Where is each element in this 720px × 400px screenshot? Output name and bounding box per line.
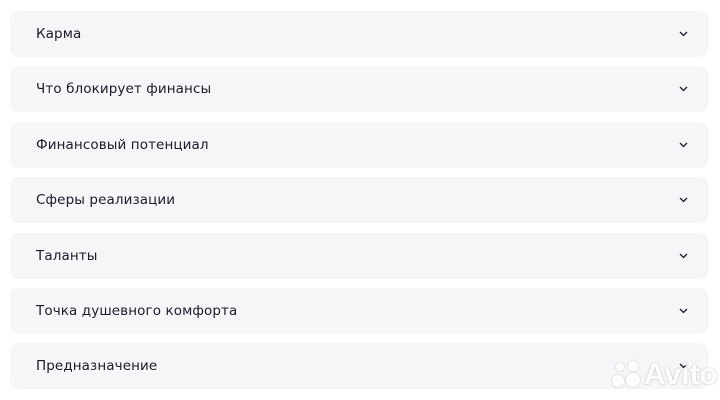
chevron-down-icon	[678, 84, 688, 94]
accordion-item-finance-potential[interactable]: Финансовый потенциал	[10, 121, 708, 168]
accordion-item-label: Точка душевного комфорта	[36, 302, 238, 319]
accordion-item-spheres[interactable]: Сферы реализации	[10, 177, 708, 224]
watermark-text: Avito	[644, 358, 718, 391]
accordion-list: Карма Что блокирует финансы Финансовый п…	[10, 11, 708, 399]
accordion-item-label: Финансовый потенциал	[36, 136, 209, 153]
accordion-item-label: Что блокирует финансы	[36, 81, 212, 98]
accordion-item-purpose[interactable]: Предназначение	[10, 343, 708, 390]
accordion-item-label: Сферы реализации	[36, 192, 176, 209]
chevron-down-icon	[678, 140, 688, 150]
accordion-item-label: Таланты	[36, 247, 98, 264]
chevron-down-icon	[678, 29, 688, 39]
accordion-item-label: Карма	[36, 26, 82, 42]
accordion-item-finance-blocks[interactable]: Что блокирует финансы	[10, 66, 708, 113]
chevron-down-icon	[678, 195, 688, 205]
chevron-down-icon	[678, 306, 688, 316]
accordion-item-label: Предназначение	[36, 358, 158, 375]
accordion-item-talents[interactable]: Таланты	[10, 232, 708, 279]
avito-logo-icon	[612, 361, 642, 389]
accordion-item-karma[interactable]: Карма	[10, 11, 708, 57]
accordion-item-comfort[interactable]: Точка душевного комфорта	[10, 287, 708, 334]
chevron-down-icon	[678, 251, 688, 261]
avito-watermark: Avito	[612, 358, 718, 392]
chevron-down-icon	[678, 361, 688, 371]
